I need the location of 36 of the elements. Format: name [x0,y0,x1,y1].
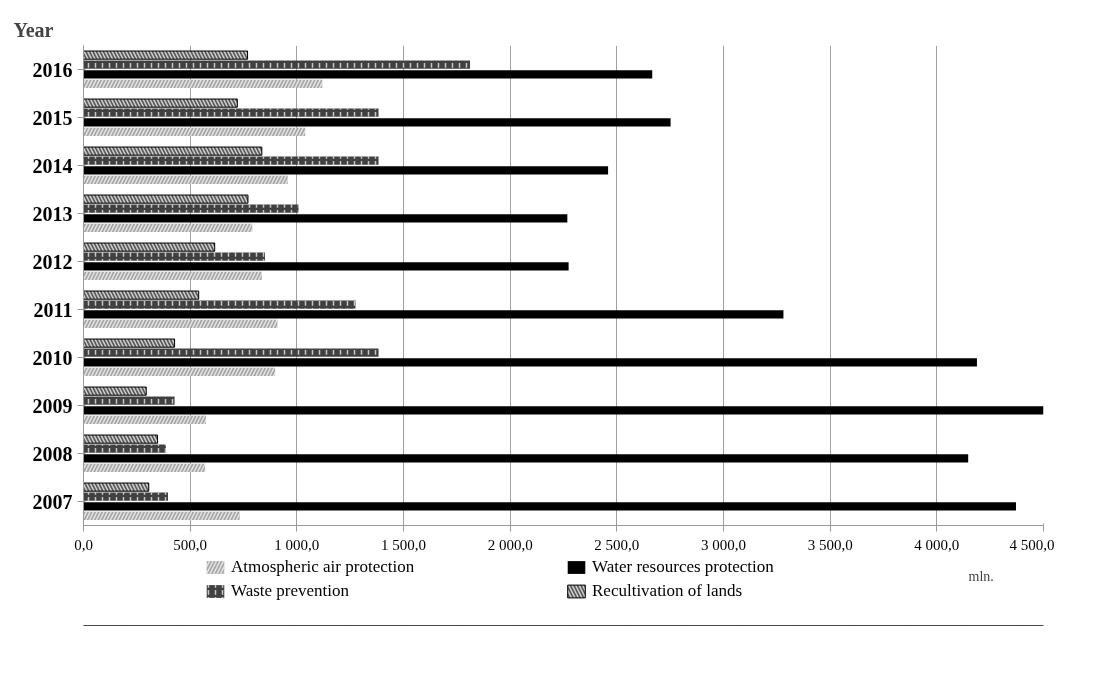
bar [83,310,784,319]
y-tick-label: 2014 [32,154,73,177]
bar [83,454,969,463]
y-tick-label: 2009 [32,394,73,417]
bar [83,406,1044,415]
x-tick-label: 3 500,0 [807,536,853,553]
x-tick-label: 4 500,0 [1009,536,1055,553]
y-axis-title: Year [13,18,54,41]
y-tick-label: 2008 [32,442,73,465]
y-tick-label: 2016 [32,58,73,81]
x-tick-label: 2 000,0 [487,536,533,553]
bar [83,502,1016,511]
legend-label: Atmospheric air protection [231,557,416,577]
bar [83,214,568,223]
y-tick-label: 2011 [33,298,73,321]
legend-label: Water resources protection [592,557,775,577]
x-tick-label: 500,0 [173,536,208,553]
y-tick-label: 2015 [32,106,73,129]
x-tick-label: 3 000,0 [701,536,746,553]
bar [83,166,609,175]
x-tick-label: 2 500,0 [594,536,640,553]
x-tick-label: 1 500,0 [381,536,426,553]
x-tick-label: 4 000,0 [914,536,960,553]
y-tick-label: 2007 [32,490,73,513]
legend-label: Waste prevention [231,581,351,601]
x-tick-label: 0,0 [74,536,93,553]
bar [83,70,653,79]
y-tick-label: 2010 [32,346,73,369]
bar [83,118,671,127]
text: mln. [968,568,994,584]
x-tick-label: 1 000,0 [274,536,320,553]
y-tick-label: 2013 [32,202,73,225]
y-tick-label: 2012 [32,250,73,273]
bar [83,262,569,271]
bar [83,358,977,367]
legend-label: Recultivation of lands [592,581,744,601]
